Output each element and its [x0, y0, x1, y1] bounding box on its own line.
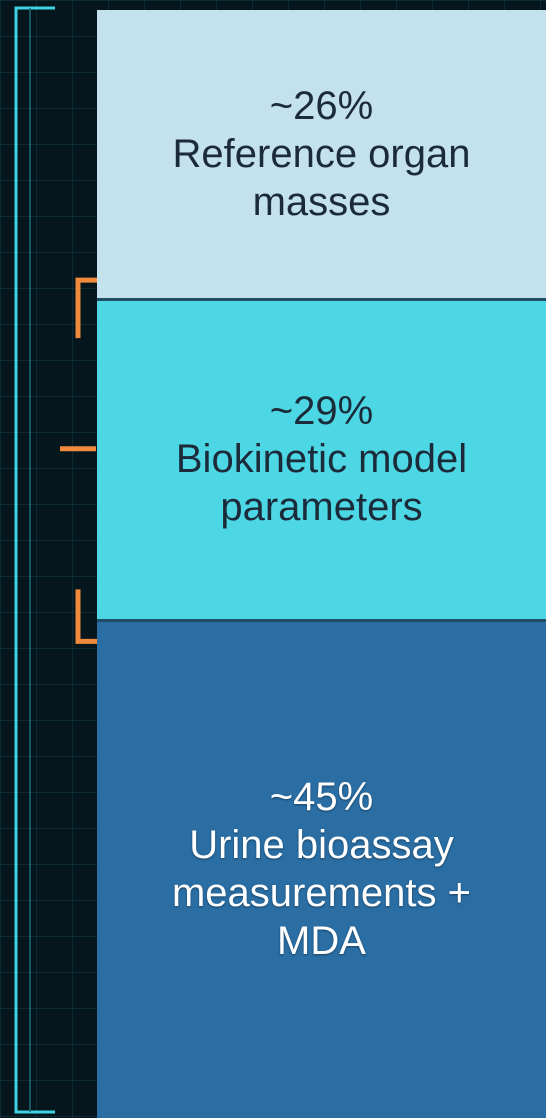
bar-segment	[97, 298, 546, 620]
value-label: ~29%	[269, 388, 374, 433]
bar-segment	[97, 619, 546, 1118]
segment-label: ~29% Biokinetic model parameters	[110, 387, 533, 531]
left-bracket	[14, 6, 55, 1114]
value-label: ~45%	[269, 774, 374, 819]
category-label: Biokinetic model parameters	[175, 436, 468, 529]
category-label: Reference organ masses	[172, 132, 471, 225]
value-label: ~26%	[269, 84, 374, 129]
segment-label: ~26% Reference organ masses	[110, 82, 533, 226]
segment-label: ~45% Urine bioassay measurements + MDA	[110, 773, 533, 965]
category-label: Urine bioassay measurements + MDA	[171, 822, 472, 963]
bar-segment	[97, 10, 546, 299]
